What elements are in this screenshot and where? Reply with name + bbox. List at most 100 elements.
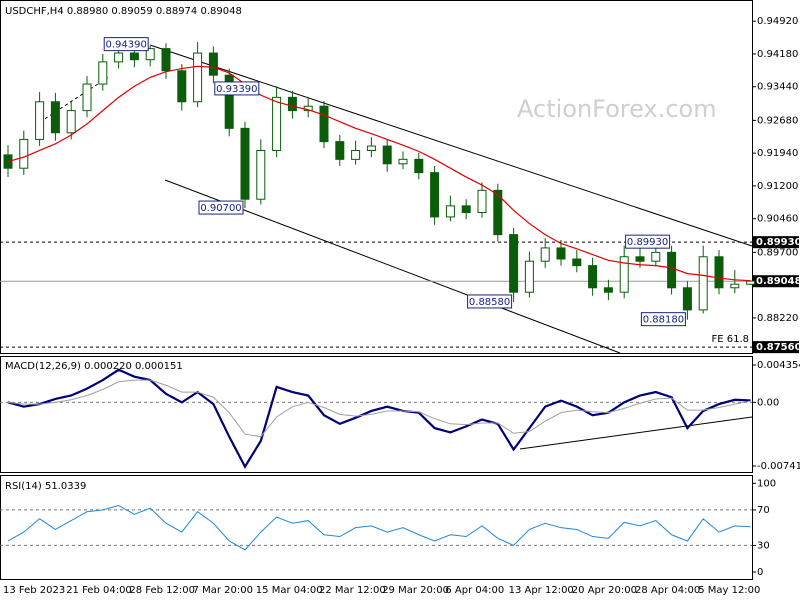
x-tick-label: 5 May 12:00 — [698, 585, 760, 596]
candle-body — [145, 48, 155, 61]
y-tick-label: 0.004354 — [757, 360, 800, 371]
candle-body — [603, 287, 613, 293]
candle-body — [667, 251, 677, 289]
candle-body — [224, 74, 234, 129]
annotation: 0.94390 — [106, 40, 147, 51]
x-tick-label: 15 Mar 04:00 — [256, 585, 323, 596]
x-tick-label: 13 Apr 12:00 — [509, 585, 574, 596]
level-label: 0.87560 — [756, 342, 800, 353]
candle-body — [335, 141, 345, 160]
chart-title: USDCHF,H4 0.88980 0.89059 0.88974 0.8904… — [5, 6, 242, 17]
x-tick-label: 28 Feb 12:00 — [129, 585, 195, 596]
candle-body — [682, 287, 692, 311]
annotation: 0.93390 — [216, 84, 257, 95]
y-tick-label: 0.91200 — [757, 181, 798, 192]
x-tick-label: 29 Mar 20:00 — [382, 585, 449, 596]
y-tick-label: 100 — [757, 478, 776, 489]
candle-body — [161, 48, 171, 72]
x-tick-label: 7 Mar 20:00 — [193, 585, 253, 596]
candle-body — [193, 52, 203, 103]
candle-body — [430, 172, 440, 218]
x-tick-label: 22 Mar 12:00 — [319, 585, 386, 596]
level-label-box — [753, 341, 799, 354]
y-tick-label: 0.88220 — [757, 313, 798, 324]
channel-upper — [149, 44, 753, 247]
y-tick-label: 30 — [757, 540, 770, 551]
annotation-box — [103, 37, 149, 52]
y-tick-label: 0.94180 — [757, 49, 798, 60]
price-pane — [0, 0, 753, 354]
annotation-box — [198, 200, 244, 215]
candle-body — [19, 138, 29, 169]
pane-frames — [0, 0, 753, 580]
candles — [3, 41, 756, 320]
moving-average — [7, 65, 751, 282]
indicator-line — [7, 379, 751, 438]
candle-body — [177, 70, 187, 103]
candle-body — [730, 283, 740, 289]
candle-body — [35, 101, 45, 140]
candle-body — [572, 258, 582, 267]
candle-body — [651, 251, 661, 262]
candle-body — [129, 52, 139, 61]
candle-body — [319, 105, 329, 143]
y-tick-label: 0.00 — [757, 397, 779, 408]
y-tick-label: 0.93440 — [757, 82, 798, 93]
candle-body — [714, 256, 724, 289]
candle-body — [240, 127, 250, 200]
rsi-pane — [0, 475, 753, 580]
x-tick-label: 6 Apr 04:00 — [445, 585, 504, 596]
level-label-box — [753, 236, 799, 249]
candle-body — [382, 145, 392, 165]
macd-pane — [0, 356, 753, 473]
candle-body — [524, 260, 534, 293]
annotation-box — [640, 312, 686, 327]
candle-body — [477, 189, 487, 213]
y-tick-label: 70 — [757, 505, 770, 516]
candle-body — [272, 96, 282, 151]
candle-body — [509, 234, 519, 293]
x-tick-label: 21 Feb 04:00 — [66, 585, 132, 596]
candle-body — [746, 280, 756, 285]
candle-body — [540, 247, 550, 262]
rsi-title: RSI(14) 51.0339 — [5, 481, 86, 492]
candle-body — [398, 158, 408, 165]
candle-body — [619, 256, 629, 293]
indicator-line — [7, 368, 751, 469]
annotation-box — [625, 234, 671, 249]
candle-body — [287, 96, 297, 112]
level-note: FE 61.8 — [711, 334, 749, 345]
candle-body — [50, 101, 60, 134]
macd-title: MACD(12,26,9) 0.000220 0.000151 — [5, 361, 183, 372]
candle-body — [493, 189, 503, 236]
candle-body — [66, 110, 76, 134]
candle-body — [3, 154, 13, 169]
y-tick-label: 0.89700 — [757, 247, 798, 258]
annotation: 0.88180 — [643, 315, 684, 326]
watermark: ActionForex.com — [517, 95, 717, 123]
y-tick-label: 0.92680 — [757, 115, 798, 126]
annotation-box — [214, 81, 260, 96]
annotation: 0.90700 — [200, 203, 241, 214]
x-tick-label: 20 Apr 20:00 — [572, 585, 637, 596]
candle-body — [698, 256, 708, 311]
candle-body — [98, 61, 108, 85]
candle-body — [114, 52, 124, 63]
x-tick-label: 13 Feb 2023 — [3, 585, 65, 596]
candle-body — [445, 205, 455, 218]
macd-trend — [519, 416, 753, 450]
candle-body — [366, 145, 376, 151]
level-label: 0.89048 — [756, 276, 800, 287]
indicator-line — [7, 504, 751, 551]
level-label: 0.89930 — [756, 237, 800, 248]
level-label-box — [753, 275, 799, 288]
candle-body — [635, 256, 645, 262]
y-tick-label: 0 — [757, 567, 763, 578]
candle-body — [461, 205, 471, 213]
candle-body — [414, 158, 424, 174]
y-tick-label: 0.91940 — [757, 148, 798, 159]
annotation: 0.88580 — [469, 297, 510, 308]
candle-body — [208, 52, 218, 76]
